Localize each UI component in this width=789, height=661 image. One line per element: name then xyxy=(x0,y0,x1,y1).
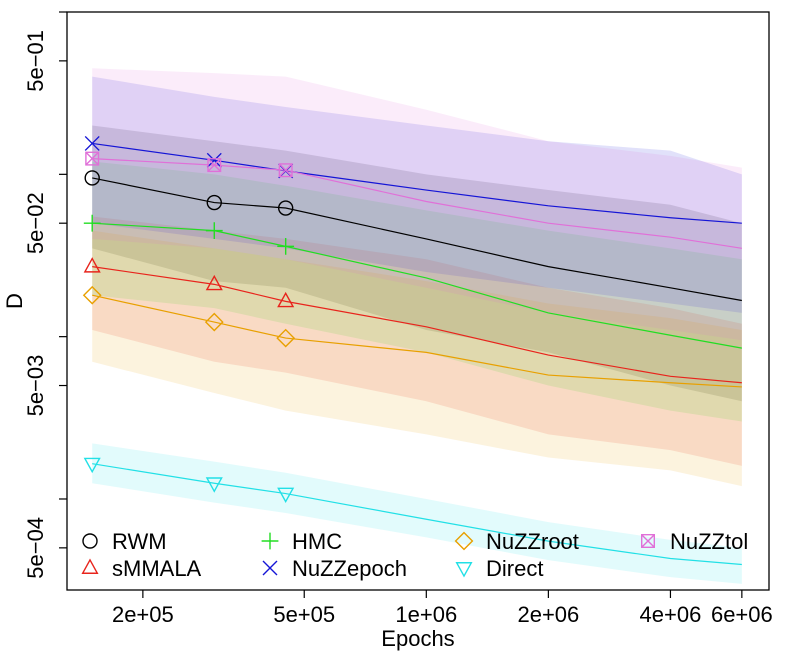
legend-item: NuZZtol xyxy=(641,529,748,554)
marker-triangle-up xyxy=(277,291,295,308)
band-nuzzepoch xyxy=(92,76,742,313)
x-tick-label: 6e+06 xyxy=(711,602,773,627)
legend-item: NuZZroot xyxy=(454,529,579,554)
y-tick-label: 5e−04 xyxy=(23,517,48,579)
marker-diamond xyxy=(454,531,474,551)
legend-item: sMMALA xyxy=(81,556,202,581)
marker-plus xyxy=(277,237,295,255)
marker-triangle-up xyxy=(83,257,101,273)
marker-x xyxy=(206,152,222,168)
marker-triangle-down xyxy=(83,457,101,474)
marker-x xyxy=(262,560,278,576)
y-axis-title: D xyxy=(2,293,27,309)
marker-diamond xyxy=(276,328,296,348)
marker-diamond xyxy=(204,312,224,332)
legend-item: NuZZepoch xyxy=(262,556,407,581)
marker-square-x xyxy=(278,163,293,178)
marker-circle xyxy=(82,533,98,549)
marker-triangle-up xyxy=(205,274,223,291)
marker-triangle-down xyxy=(277,487,295,504)
marker-circle xyxy=(206,194,222,211)
marker-plus xyxy=(205,222,223,240)
marker-plus xyxy=(261,532,279,550)
marker-triangle-down xyxy=(455,562,473,578)
marker-diamond xyxy=(82,285,102,305)
legend-label: sMMALA xyxy=(112,556,202,581)
marker-square xyxy=(641,534,656,549)
legend-item: HMC xyxy=(261,529,342,554)
series-markers xyxy=(82,135,296,504)
marker-square xyxy=(85,151,100,166)
legend-label: NuZZtol xyxy=(670,529,748,554)
y-tick-label: 5e−02 xyxy=(23,192,48,254)
x-tick-label: 2e+06 xyxy=(517,602,579,627)
legend-label: RWM xyxy=(112,529,167,554)
line-nuzzroot xyxy=(92,294,742,388)
band-rwm xyxy=(92,125,742,402)
line-smmala xyxy=(92,266,742,384)
line-rwm xyxy=(92,177,742,302)
y-tick-label: 5e−03 xyxy=(23,355,48,417)
line-direct xyxy=(92,463,742,566)
band-hmc xyxy=(92,161,742,422)
band-direct xyxy=(92,443,742,584)
marker-circle xyxy=(277,200,294,216)
x-axis-title: Epochs xyxy=(381,626,454,651)
marker-square-x xyxy=(207,158,222,172)
marker-square xyxy=(278,163,293,178)
marker-triangle-up xyxy=(81,558,99,574)
x-tick-label: 4e+06 xyxy=(640,602,702,627)
plot-frame xyxy=(66,11,770,591)
x-tick-label: 5e+05 xyxy=(273,602,335,627)
marker-square-x xyxy=(85,151,99,166)
marker-square xyxy=(207,158,222,173)
marker-x xyxy=(84,135,100,151)
legend-label: Direct xyxy=(486,556,543,581)
x-axis: 2e+05 5e+05 1e+06 2e+06 4e+06 6e+06 xyxy=(112,590,773,627)
confidence-bands xyxy=(92,68,742,584)
band-smmala xyxy=(92,216,742,466)
legend-label: NuZZepoch xyxy=(292,556,407,581)
legend-label: HMC xyxy=(292,529,342,554)
marker-triangle-down xyxy=(205,477,223,493)
x-tick-label: 1e+06 xyxy=(395,602,457,627)
y-tick-label: 5e−01 xyxy=(23,30,48,92)
marker-square-x xyxy=(641,534,655,548)
legend-item: RWM xyxy=(82,529,167,554)
marker-circle xyxy=(84,170,100,186)
x-tick-label: 2e+05 xyxy=(112,602,174,627)
legend-label: NuZZroot xyxy=(486,529,579,554)
legend-item: Direct xyxy=(455,556,543,581)
marker-plus xyxy=(83,214,101,232)
y-axis: 5e−01 5e−02 5e−03 5e−04 xyxy=(23,11,67,579)
